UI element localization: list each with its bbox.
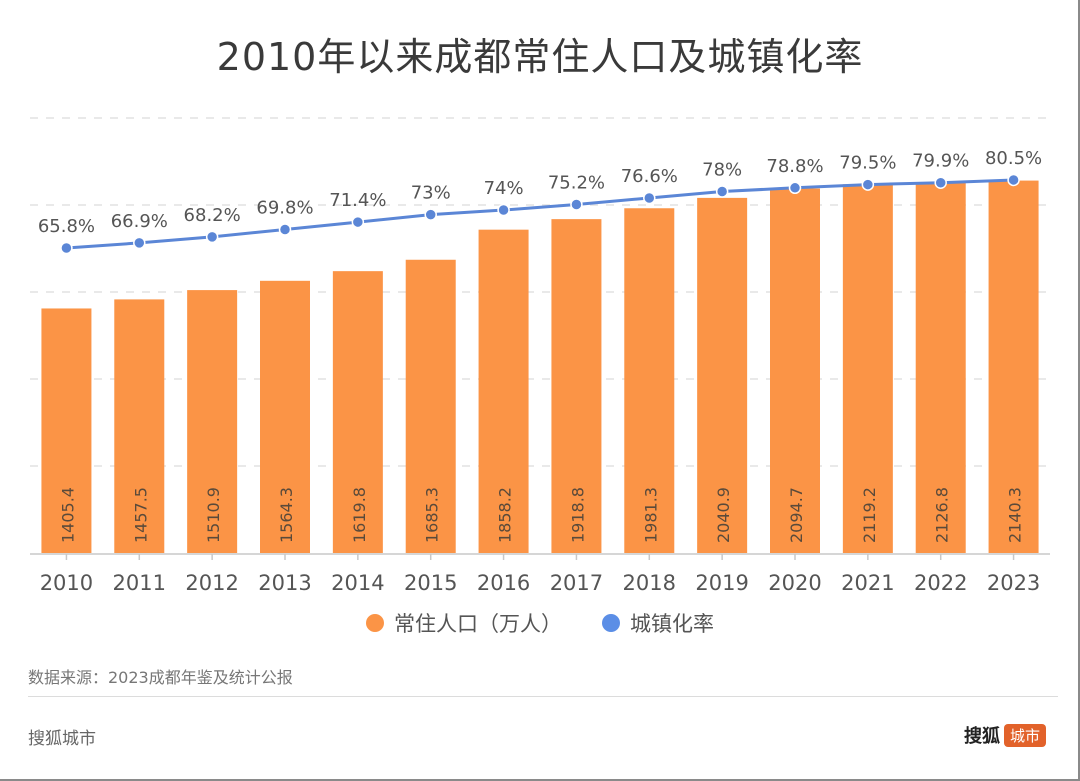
x-tick-label: 2023 — [987, 571, 1040, 595]
urbanization-value-label: 68.2% — [184, 205, 241, 226]
bottom-border — [0, 779, 1080, 781]
urbanization-point-2016 — [497, 203, 510, 217]
x-tick-label: 2016 — [477, 571, 530, 595]
urbanization-value-label: 66.9% — [111, 211, 168, 232]
x-tick-label: 2021 — [841, 571, 894, 595]
data-source-note: 数据来源：2023成都年鉴及统计公报 — [28, 668, 293, 687]
x-tick-label: 2020 — [768, 571, 821, 595]
bar-2019 — [697, 197, 748, 553]
sohu-city-logo: 搜狐 城市 — [964, 722, 1046, 748]
bar-value-label: 1918.8 — [568, 487, 587, 543]
bar-2021 — [842, 184, 893, 553]
urbanization-value-label: 78.8% — [766, 156, 823, 177]
bar-value-label: 2094.7 — [787, 487, 806, 543]
legend-population-label: 常住人口（万人） — [394, 612, 562, 636]
legend-item-urbanization[interactable]: 城镇化率 — [602, 608, 714, 638]
logo-tag: 城市 — [1003, 723, 1046, 747]
footer-divider — [28, 696, 1058, 697]
legend-urbanization-label: 城镇化率 — [630, 612, 714, 636]
bar-2016 — [478, 229, 529, 553]
bar-value-label: 2040.9 — [714, 487, 733, 543]
bar-value-label: 1405.4 — [58, 487, 77, 543]
x-tick-label: 2017 — [550, 571, 603, 595]
bar-2011 — [114, 299, 165, 553]
bar-2015 — [405, 259, 456, 553]
urbanization-point-2021 — [861, 178, 875, 191]
x-tick-label: 2014 — [331, 571, 384, 595]
urbanization-value-label: 73% — [411, 183, 451, 204]
brand-text: 搜狐城市 — [28, 729, 96, 749]
bar-value-label: 1858.2 — [496, 487, 515, 543]
urbanization-value-label: 78% — [702, 160, 742, 181]
urbanization-value-label: 71.4% — [329, 190, 386, 211]
bar-value-label: 1619.8 — [350, 487, 369, 543]
bar-value-label: 2126.8 — [933, 487, 952, 543]
urbanization-point-2023 — [1007, 173, 1020, 187]
x-tick-label: 2015 — [404, 571, 457, 595]
urbanization-line — [66, 178, 1014, 250]
bar-2010 — [41, 308, 92, 553]
urbanization-value-label: 76.6% — [621, 166, 678, 187]
x-tick-label: 2019 — [695, 571, 748, 595]
urbanization-point-2012 — [205, 230, 219, 244]
bar-value-label: 1981.3 — [641, 487, 660, 543]
logo-main-text: 搜狐 — [963, 726, 1000, 747]
bar-2023 — [988, 180, 1039, 553]
legend-population-swatch-icon — [366, 614, 384, 632]
legend-urbanization-swatch-icon — [602, 614, 620, 632]
x-tick-label: 2022 — [914, 571, 967, 595]
urbanization-point-2011 — [133, 236, 146, 250]
urbanization-value-label: 74% — [484, 178, 524, 199]
bar-2014 — [332, 271, 383, 553]
urbanization-point-2015 — [424, 208, 437, 221]
bar-2012 — [187, 290, 238, 553]
bar-2013 — [260, 280, 310, 553]
urbanization-point-2017 — [570, 198, 583, 211]
urbanization-point-2022 — [934, 176, 947, 189]
x-tick-label: 2012 — [185, 571, 238, 595]
urbanization-point-2019 — [715, 185, 729, 198]
urbanization-point-2014 — [351, 215, 365, 229]
bar-2020 — [770, 188, 820, 553]
bar-value-label: 1457.5 — [131, 487, 150, 543]
x-tick-label: 2010 — [40, 571, 93, 595]
bar-value-label: 2140.3 — [1006, 487, 1025, 543]
urbanization-value-label: 79.9% — [912, 151, 969, 172]
urbanization-value-label: 65.8% — [38, 216, 95, 237]
x-tick-label: 2013 — [258, 571, 311, 595]
urbanization-value-label: 69.8% — [256, 197, 313, 218]
bar-value-label: 2119.2 — [860, 487, 879, 543]
bar-2017 — [551, 219, 602, 554]
urbanization-value-label: 75.2% — [548, 172, 605, 193]
legend-item-population[interactable]: 常住人口（万人） — [366, 608, 562, 638]
chart-area: 1405.4 1457.5 1510.9 1564.3 1619.8 1685.3 1858… — [30, 117, 1050, 595]
bar-value-label: 1685.3 — [423, 487, 442, 543]
chart-title: 2010年以来成都常住人口及城镇化率 — [216, 35, 864, 79]
x-tick-label: 2018 — [623, 571, 676, 595]
urbanization-point-2018 — [643, 191, 656, 205]
bar-2022 — [915, 182, 966, 553]
legend: 常住人口（万人） 城镇化率 — [0, 608, 1080, 638]
urbanization-value-label: 80.5% — [985, 148, 1042, 169]
bar-2018 — [624, 208, 675, 554]
urbanization-point-2013 — [278, 223, 292, 236]
bar-value-label: 1510.9 — [204, 487, 223, 543]
right-border — [1078, 0, 1080, 781]
urbanization-point-2020 — [788, 181, 802, 195]
urbanization-value-label: 79.5% — [839, 153, 896, 174]
x-tick-label: 2011 — [113, 571, 166, 595]
bar-value-label: 1564.3 — [277, 487, 296, 543]
urbanization-point-2010 — [60, 241, 73, 255]
